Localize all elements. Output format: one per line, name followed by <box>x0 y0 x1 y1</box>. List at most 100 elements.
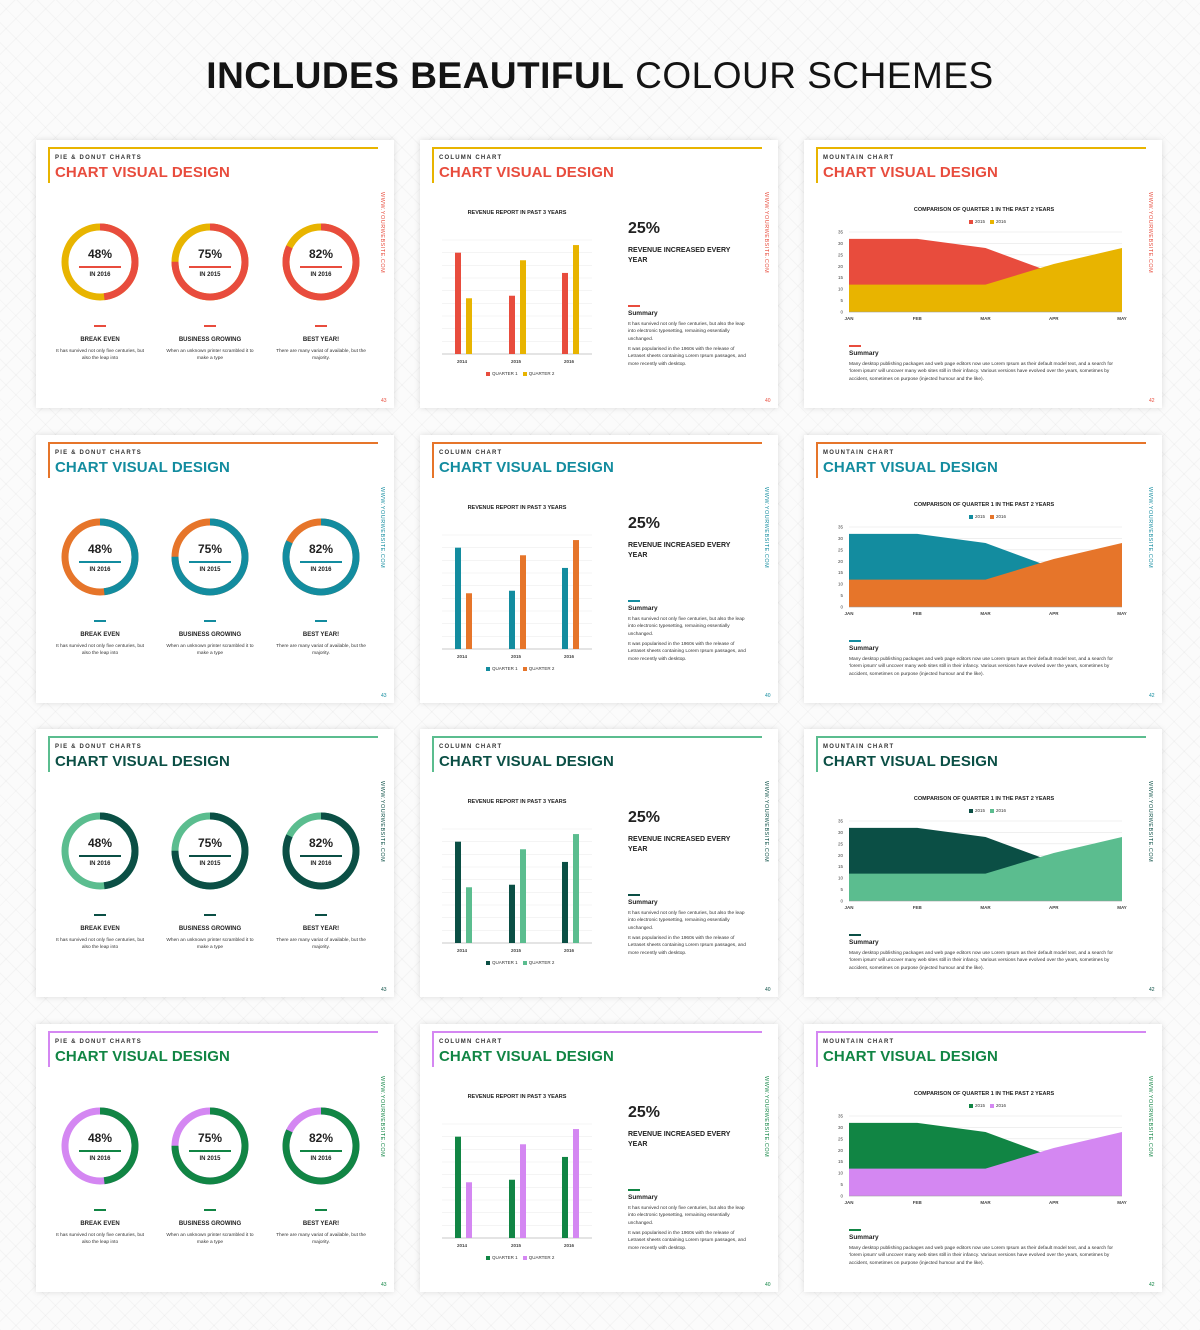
y-tick-label: 5 <box>840 593 843 598</box>
donut-slide: PIE & DONUT CHARTS CHART VISUAL DESIGN WWW… <box>36 1024 394 1292</box>
caption-title: BREAK EVEN <box>80 926 120 932</box>
page-number: 43 <box>381 398 387 404</box>
caption-title: BEST YEAR! <box>302 926 340 932</box>
legend-swatch <box>522 371 527 376</box>
legend-item: QUARTER 1 <box>486 666 518 671</box>
donut-slide: PIE & DONUT CHARTS CHART VISUAL DESIGN WWW… <box>36 140 394 408</box>
chart-title: REVENUE REPORT IN PAST 3 YEARS <box>467 799 567 805</box>
donut-svg <box>61 223 139 301</box>
caption-dash <box>315 325 327 327</box>
bar-quarter-1-2014 <box>455 841 461 943</box>
website-text: WWW.YOURWEBSITE.COM <box>379 487 385 569</box>
legend-item: 2016 <box>990 808 1006 813</box>
caption-dash <box>204 914 216 916</box>
chart-legend: QUARTER 1 QUARTER 2 <box>486 1255 559 1260</box>
bar-quarter-1-2015 <box>509 590 515 649</box>
bar-quarter-2-2015 <box>520 260 526 354</box>
donut-svg <box>171 1107 249 1185</box>
donut-percent: 82% <box>308 247 334 261</box>
slide-kicker: PIE & DONUT CHARTS <box>55 155 142 161</box>
mountain-slide: MOUNTAIN CHART CHART VISUAL DESIGN WWW.YOU… <box>804 729 1162 997</box>
donut-year: IN 2016 <box>89 567 111 573</box>
column-chart: 2014 2015 2016 <box>442 239 592 364</box>
legend-item: 2016 <box>990 514 1006 519</box>
legend-item: 2016 <box>990 1103 1006 1108</box>
chart-title: COMPARISON OF QUARTER 1 IN THE PAST 2 YE… <box>913 502 1055 508</box>
donut-svg <box>61 518 139 596</box>
bar-quarter-1-2015 <box>509 1179 515 1238</box>
summary-dash <box>628 1189 640 1191</box>
legend-item: QUARTER 1 <box>486 1255 518 1260</box>
chart-legend: QUARTER 1 QUARTER 2 <box>486 666 559 671</box>
y-tick-label: 10 <box>838 876 844 881</box>
top-rule <box>816 147 1146 149</box>
caption-text: When an unknown printer scrambled it to … <box>166 349 254 362</box>
bar-quarter-2-2014 <box>466 887 472 943</box>
big-stat-label: REVENUE INCREASED EVERY YEAR <box>628 836 731 854</box>
page-number: 42 <box>1149 398 1155 404</box>
x-tick-label: 2014 <box>457 948 468 953</box>
x-tick-label: APR <box>1049 316 1059 321</box>
donut-chart: 75% IN 2015 <box>170 1106 250 1186</box>
caption-dash <box>204 325 216 327</box>
donut-caption: BREAK EVEN It has survived not only five … <box>40 325 160 362</box>
chart-legend: QUARTER 1 QUARTER 2 <box>486 371 559 376</box>
headline: INCLUDES BEAUTIFUL COLOUR SCHEMES <box>0 55 1200 97</box>
y-tick-label: 35 <box>838 525 844 530</box>
mountain-chart: 0 5 10 15 20 25 30 35 JAN FEB MAR APR MAY <box>838 819 1127 911</box>
bar-quarter-2-2016 <box>573 1129 579 1238</box>
donut-chart: 48% IN 2016 <box>60 222 140 302</box>
page-number: 42 <box>1149 693 1155 699</box>
donut-divider <box>79 266 121 268</box>
side-rule <box>816 736 818 772</box>
summary-paragraph-1: It has survived not only five centuries,… <box>628 617 745 637</box>
donut-svg <box>282 1107 360 1185</box>
summary-heading: Summary <box>628 605 658 612</box>
legend-label: 2016 <box>996 808 1007 813</box>
donut-divider <box>79 561 121 563</box>
column-slide: COLUMN CHART CHART VISUAL DESIGN WWW.YOURW… <box>420 1024 778 1292</box>
summary-dash <box>628 305 640 307</box>
y-tick-label: 5 <box>840 887 843 892</box>
caption-dash <box>94 325 106 327</box>
website-text: WWW.YOURWEBSITE.COM <box>379 781 385 863</box>
chart-legend: 2015 2016 <box>969 1103 1011 1108</box>
donut-arc <box>282 223 360 301</box>
side-rule <box>816 442 818 478</box>
legend-item: 2015 <box>969 1103 985 1108</box>
website-text: WWW.YOURWEBSITE.COM <box>1147 192 1153 274</box>
mountain-chart: 0 5 10 15 20 25 30 35 JAN FEB MAR APR MAY <box>838 230 1127 322</box>
y-tick-label: 20 <box>838 1148 844 1153</box>
x-tick-label: JAN <box>844 905 853 910</box>
caption-text: It has survived not only five centuries,… <box>56 1233 144 1246</box>
caption-title: BEST YEAR! <box>302 1221 340 1227</box>
legend-label: 2015 <box>975 808 986 813</box>
caption-title: BUSINESS GROWING <box>178 1221 242 1227</box>
donut-percent: 75% <box>197 542 223 556</box>
donut-caption: BREAK EVEN It has survived not only five … <box>40 620 160 657</box>
caption-text: It has survived not only five centuries,… <box>56 938 144 951</box>
caption-title: BEST YEAR! <box>302 337 340 343</box>
slide-title: CHART VISUAL DESIGN <box>823 164 998 181</box>
donut-percent: 75% <box>197 836 223 850</box>
bar-quarter-1-2015 <box>509 884 515 943</box>
chart-title: REVENUE REPORT IN PAST 3 YEARS <box>467 505 567 511</box>
x-tick-label: APR <box>1049 1200 1059 1205</box>
column-slide: COLUMN CHART CHART VISUAL DESIGN WWW.YOURW… <box>420 140 778 408</box>
donut-chart: 82% IN 2016 <box>281 222 361 302</box>
big-stat-label: REVENUE INCREASED EVERY YEAR <box>628 1131 731 1149</box>
bar-quarter-1-2016 <box>562 567 568 649</box>
top-rule <box>432 1031 762 1033</box>
chart-title: COMPARISON OF QUARTER 1 IN THE PAST 2 YE… <box>913 1091 1055 1097</box>
summary-paragraph-1: It has survived not only five centuries,… <box>628 911 745 931</box>
y-tick-label: 0 <box>840 310 843 315</box>
y-tick-label: 0 <box>840 605 843 610</box>
slide-title: CHART VISUAL DESIGN <box>823 459 998 476</box>
donut-percent: 48% <box>87 247 113 261</box>
legend-item: QUARTER 1 <box>486 960 518 965</box>
summary-paragraph: Many desktop publishing packages and web… <box>849 1246 1113 1266</box>
summary-paragraph-1: It has survived not only five centuries,… <box>628 1206 745 1226</box>
caption-dash <box>94 620 106 622</box>
donut-svg <box>61 1107 139 1185</box>
summary-dash <box>628 600 640 602</box>
